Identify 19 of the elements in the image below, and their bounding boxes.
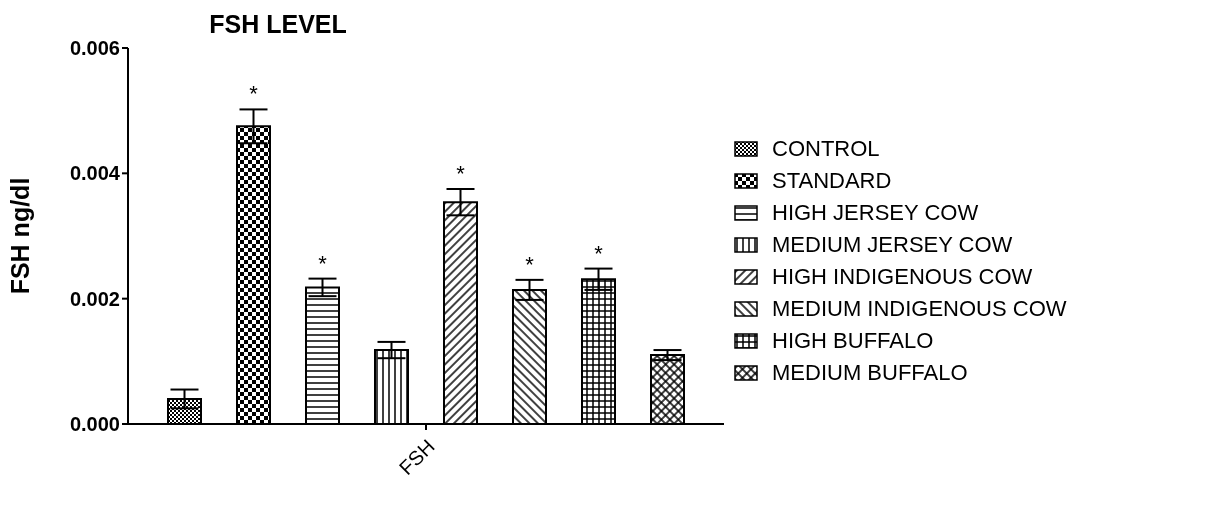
legend-label: HIGH BUFFALO — [772, 328, 934, 354]
data-label: * — [525, 251, 535, 277]
legend-label: MEDIUM INDIGENOUS COW — [772, 296, 1067, 322]
legend-label: CONTROL — [772, 136, 880, 162]
legend-label: STANDARD — [772, 168, 892, 194]
legend-label: MEDIUM BUFFALO — [772, 360, 968, 386]
y-tick-label: 0.000 — [69, 413, 120, 436]
data-label: * — [249, 81, 259, 107]
y-tick-label: 0.004 — [69, 162, 121, 185]
chart-title: FSH LEVEL — [208, 10, 348, 39]
legend-label: MEDIUM JERSEY COW — [772, 232, 1013, 258]
y-tick-label: 0.002 — [69, 287, 120, 310]
y-axis-title: FSH ng/dl — [5, 177, 34, 295]
data-label: * — [594, 240, 604, 266]
legend-label: HIGH JERSEY COW — [772, 200, 979, 226]
y-tick-label: 0.006 — [69, 37, 120, 60]
legend-label: HIGH INDIGENOUS COW — [772, 264, 1033, 290]
data-label: * — [456, 161, 466, 186]
data-label: * — [318, 250, 328, 276]
